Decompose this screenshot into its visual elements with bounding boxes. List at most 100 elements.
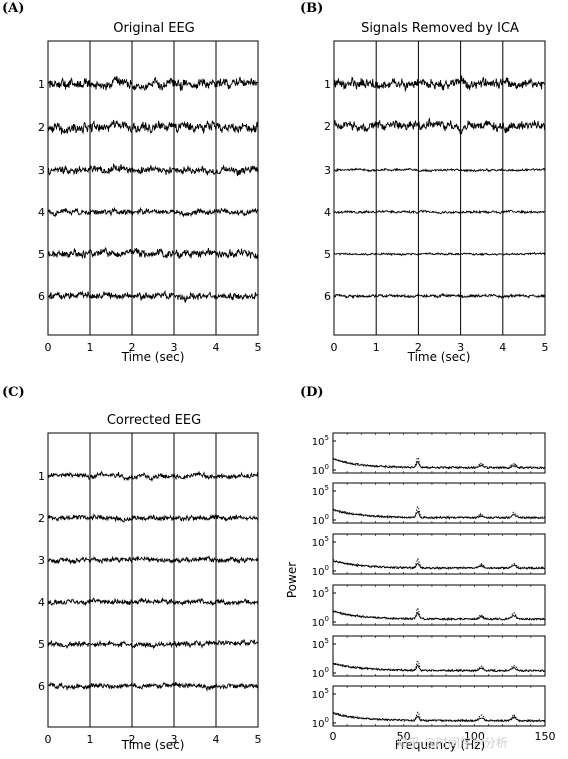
x-tick-label: 4 xyxy=(213,733,220,746)
y-tick-label: 105 xyxy=(312,484,329,498)
panel-a: (A) Original EEG 1 2 3 4 5 6 0 1 2 3 4 5 Time (sec… xyxy=(2,1,262,364)
subplot-frame xyxy=(332,432,546,474)
eeg-trace-channel-3 xyxy=(47,163,259,177)
subplot-frame xyxy=(332,584,546,626)
plot-frame-a xyxy=(47,40,259,336)
spectrum-subplot-6: 105 100 xyxy=(312,685,546,730)
y-tick-label: 105 xyxy=(312,434,329,448)
x-tick-label: 1 xyxy=(87,341,94,354)
x-tick-label: 50 xyxy=(397,730,411,743)
eeg-trace-channel-1 xyxy=(47,76,259,91)
x-tick-label: 5 xyxy=(542,341,549,354)
eeg-trace-channel-3 xyxy=(47,554,259,565)
y-tick-label: 105 xyxy=(312,687,329,701)
eeg-trace-channel-1 xyxy=(48,470,259,483)
eeg-trace-channel-5 xyxy=(47,638,259,650)
panel-label-b: (B) xyxy=(300,1,323,16)
eeg-trace-channel-2 xyxy=(47,119,259,135)
channel-labels-b: 1 2 3 4 5 6 xyxy=(324,78,331,303)
x-tick-label: 2 xyxy=(129,341,136,354)
x-ticks-d: 0 50 100 150 xyxy=(330,730,556,743)
x-tick-label: 3 xyxy=(457,341,464,354)
x-tick-label: 0 xyxy=(331,341,338,354)
y-tick-label: 100 xyxy=(312,513,329,527)
x-tick-label: 0 xyxy=(45,341,52,354)
panel-label-c: (C) xyxy=(2,385,25,400)
channel-label: 3 xyxy=(38,164,45,177)
channel-label: 4 xyxy=(324,206,331,219)
x-tick-label: 3 xyxy=(171,341,178,354)
grid-lines-c xyxy=(89,433,217,727)
spectrum-solid-series xyxy=(332,509,546,520)
subplot-frame xyxy=(332,685,546,727)
channel-label: 5 xyxy=(38,248,45,261)
x-axis-label-b: Time (sec) xyxy=(407,350,471,364)
x-ticks-b: 0 1 2 3 4 5 xyxy=(331,341,549,354)
eeg-trace-channel-5 xyxy=(333,251,546,257)
spectrum-dotted-series xyxy=(332,456,546,470)
eeg-trace-channel-4 xyxy=(48,206,259,218)
spectrum-dotted-series xyxy=(332,606,546,622)
plot-frame-c xyxy=(47,432,259,728)
channel-label: 1 xyxy=(324,78,331,91)
x-tick-label: 0 xyxy=(45,733,52,746)
spectrum-solid-series xyxy=(332,610,546,621)
chart-title-a: Original EEG xyxy=(113,21,195,36)
subplot-frame xyxy=(332,482,546,524)
spectrum-dotted-series xyxy=(332,557,546,571)
channel-label: 3 xyxy=(324,164,331,177)
channel-label: 2 xyxy=(38,512,45,525)
eeg-trace-channel-4 xyxy=(47,597,259,606)
spectrum-subplot-1: 105 100 xyxy=(312,432,546,477)
watermark: 知乎 @时间序列分析 xyxy=(396,735,508,750)
y-tick-label: 100 xyxy=(312,615,329,629)
grid-lines-b xyxy=(375,41,504,335)
eeg-trace-channel-4 xyxy=(333,209,546,215)
x-tick-label: 4 xyxy=(499,341,506,354)
spectrum-solid-series xyxy=(333,662,546,673)
x-tick-label: 1 xyxy=(373,341,380,354)
x-tick-label: 1 xyxy=(87,733,94,746)
eeg-trace-channel-2 xyxy=(333,117,546,135)
traces-c xyxy=(47,470,259,692)
traces-b xyxy=(333,75,546,299)
y-tick-label: 105 xyxy=(312,637,329,651)
channel-label: 4 xyxy=(38,596,45,609)
channel-label: 2 xyxy=(38,121,45,134)
channel-label: 6 xyxy=(38,680,45,693)
x-axis-label-d: Frequency (Hz) xyxy=(395,738,486,752)
y-axis-label-d: Power xyxy=(285,562,299,598)
subplot-frame xyxy=(332,533,546,575)
channel-label: 6 xyxy=(324,290,331,303)
eeg-trace-channel-2 xyxy=(47,513,259,523)
spectrum-subplot-2: 105 100 xyxy=(312,482,546,527)
eeg-trace-channel-6 xyxy=(333,292,546,299)
spectrum-subplot-4: 105 100 xyxy=(312,584,546,629)
traces-a xyxy=(47,76,259,303)
channel-label: 5 xyxy=(324,248,331,261)
grid-lines-a xyxy=(89,41,217,335)
plot-frame-b xyxy=(333,40,546,336)
x-tick-label: 150 xyxy=(535,730,556,743)
x-tick-label: 100 xyxy=(464,730,485,743)
y-tick-label: 105 xyxy=(312,586,329,600)
eeg-trace-channel-1 xyxy=(333,75,546,93)
spectra-subplots-d: 105 100 105 100 105 100 105 100 105 100 105 100 xyxy=(312,432,546,730)
chart-title-b: Signals Removed by ICA xyxy=(361,21,519,36)
panel-b: (B) Signals Removed by ICA 1 2 3 4 5 6 0 1 2 3 4 5… xyxy=(300,1,549,364)
eeg-trace-channel-6 xyxy=(47,681,259,692)
x-tick-label: 5 xyxy=(255,341,262,354)
x-axis-label-c: Time (sec) xyxy=(121,738,185,752)
chart-title-c: Corrected EEG xyxy=(107,413,201,428)
panel-c: (C) Corrected EEG 1 2 3 4 5 6 0 1 2 3 4 5 Time (se… xyxy=(2,385,262,752)
x-ticks-a: 0 1 2 3 4 5 xyxy=(45,341,262,354)
panel-d: (D) Power 105 100 105 100 105 100 105 100 105 100… xyxy=(285,385,556,752)
channel-labels-a: 1 2 3 4 5 6 xyxy=(38,78,45,303)
eeg-trace-channel-6 xyxy=(47,289,259,303)
spectrum-dotted-series xyxy=(332,506,546,520)
eeg-trace-channel-5 xyxy=(47,246,259,260)
x-tick-label: 0 xyxy=(330,730,337,743)
eeg-trace-channel-3 xyxy=(333,167,546,173)
channel-label: 4 xyxy=(38,206,45,219)
